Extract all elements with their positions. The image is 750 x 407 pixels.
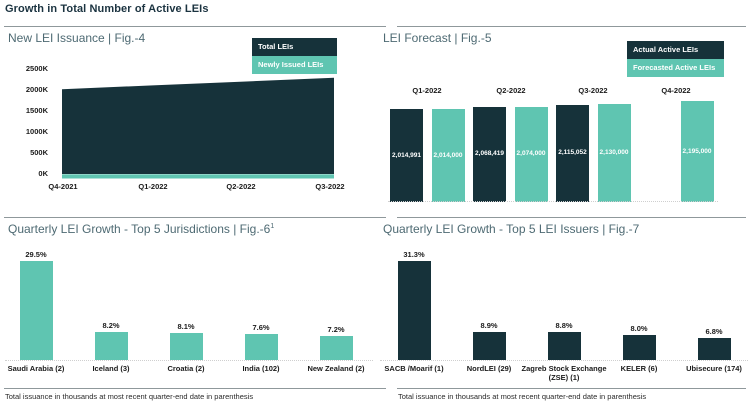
category-bar [19, 261, 53, 360]
fig4-newly-issued-area [62, 174, 334, 179]
category-bar [319, 335, 353, 360]
separator-line [4, 217, 386, 218]
category-bar [397, 261, 431, 360]
legend-item-total-leis: Total LEIs [252, 38, 337, 56]
category-label: KELER (6) [620, 364, 658, 373]
category-bar [94, 332, 128, 360]
separator-line [4, 26, 386, 27]
fig5-bar-forecast: 2,074,000 [514, 106, 548, 202]
category-bar [622, 334, 656, 360]
fig4-legend: Total LEIs Newly Issued LEIs [252, 38, 337, 74]
legend-item-forecasted-active-leis: Forecasted Active LEIs [627, 59, 724, 77]
fig4-ytick: 500K [30, 148, 48, 157]
fig5-category-label: Q1-2022 [412, 86, 442, 95]
pct-label: 6.8% [705, 327, 723, 337]
separator-line [4, 388, 386, 389]
fig4-ytick: 2000K [25, 85, 48, 94]
category-bar [472, 331, 506, 360]
fig5-bar-value-label: 2,074,000 [516, 150, 546, 158]
fig5-bar-value-label: 2,068,419 [475, 150, 504, 158]
fig5-bar-actual: 2,014,991 [390, 109, 423, 202]
page-title: Growth in Total Number of Active LEIs [5, 3, 209, 15]
fig5-title: LEI Forecast | Fig.-5 [383, 31, 492, 45]
fig5-baseline [388, 201, 718, 202]
fig4-ytick: 1000K [25, 127, 48, 136]
fig6-footnote: Total issuance in thousands at most rece… [5, 392, 254, 401]
legend-item-actual-active-leis: Actual Active LEIs [627, 41, 724, 59]
fig5-bar-forecast: 2,130,000 [597, 103, 631, 202]
fig5-category-label: Q4-2022 [661, 86, 691, 95]
fig5-bar-chart: Q1-2022 Q2-2022 Q3-2022 Q4-2022 2,014,991 2,0… [383, 80, 743, 202]
fig4-xtick: Q4-2021 [48, 182, 78, 191]
pct-label: 8.9% [480, 320, 498, 330]
chart-baseline [5, 360, 373, 361]
pct-label: 7.2% [327, 324, 345, 334]
category-label: Saudi Arabia (2) [7, 364, 65, 373]
pct-label: 8.1% [177, 321, 195, 331]
category-label: India (102) [242, 364, 280, 373]
fig4-area-chart [62, 77, 334, 179]
legend-item-newly-issued-leis: Newly Issued LEIs [252, 56, 337, 74]
category-bar [169, 332, 203, 360]
fig5-bar-value-label: 2,195,000 [682, 147, 712, 155]
fig5-bar-value-label: 2,115,052 [558, 149, 587, 157]
fig5-category-label: Q2-2022 [496, 86, 526, 95]
separator-line [397, 26, 746, 27]
pct-label: 29.5% [25, 250, 47, 259]
separator-line [397, 217, 746, 218]
category-label: New Zealand (2) [307, 364, 365, 373]
category-label: Iceland (3) [92, 364, 130, 373]
pct-label: 8.8% [555, 321, 573, 331]
category-label: Zagreb Stock Exchange (ZSE) (1) [521, 364, 607, 383]
fig4-title: New LEI Issuance | Fig.-4 [8, 31, 146, 45]
fig4-ytick: 2500K [25, 64, 48, 73]
separator-line [397, 388, 746, 389]
fig6-title: Quarterly LEI Growth - Top 5 Jurisdictio… [8, 222, 274, 236]
category-bar [244, 334, 278, 360]
fig5-bar-value-label: 2,014,000 [433, 151, 463, 159]
fig5-bar-value-label: 2,130,000 [599, 148, 629, 156]
fig4-ytick: 0K [38, 169, 48, 178]
fig4-total-leis-area [62, 77, 334, 174]
fig5-bar-actual: 2,068,419 [473, 106, 506, 202]
category-bar [697, 338, 731, 360]
fig5-legend: Actual Active LEIs Forecasted Active LEI… [627, 41, 724, 77]
fig5-bar-forecast: 2,014,000 [431, 109, 465, 202]
fig7-title: Quarterly LEI Growth - Top 5 LEI Issuers… [383, 222, 640, 236]
pct-label: 7.6% [252, 323, 270, 333]
category-label: NordLEI (29) [466, 364, 512, 373]
category-label: SACB /Moarif (1) [384, 364, 444, 373]
category-bar [547, 332, 581, 360]
fig7-footnote: Total issuance in thousands at most rece… [398, 392, 647, 401]
fig6-title-superscript: 1 [270, 223, 275, 230]
category-label: Croatia (2) [167, 364, 205, 373]
fig5-category-label: Q3-2022 [578, 86, 608, 95]
fig6-title-text: Quarterly LEI Growth - Top 5 Jurisdictio… [8, 222, 271, 236]
fig4-xtick: Q1-2022 [138, 182, 168, 191]
fig7-bar-chart: 31.3% SACB /Moarif (1) 8.9% NordLEI (29) 8.8… [375, 240, 750, 400]
pct-label: 31.3% [403, 250, 425, 259]
pct-label: 8.2% [102, 321, 120, 331]
pct-label: 8.0% [630, 323, 648, 333]
fig5-bar-value-label: 2,014,991 [392, 151, 421, 159]
fig4-xtick: Q2-2022 [226, 182, 256, 191]
fig4-xtick: Q3-2022 [315, 182, 345, 191]
fig4-ytick: 1500K [25, 106, 48, 115]
fig5-bar-actual: 2,115,052 [556, 104, 589, 202]
category-label: Ubisecure (174) [686, 364, 742, 373]
fig6-bar-chart: 29.5% Saudi Arabia (2) 8.2% Iceland (3) 8.1%… [0, 240, 383, 400]
fig5-bar-forecast: 2,195,000 [680, 101, 714, 202]
chart-baseline [380, 360, 748, 361]
